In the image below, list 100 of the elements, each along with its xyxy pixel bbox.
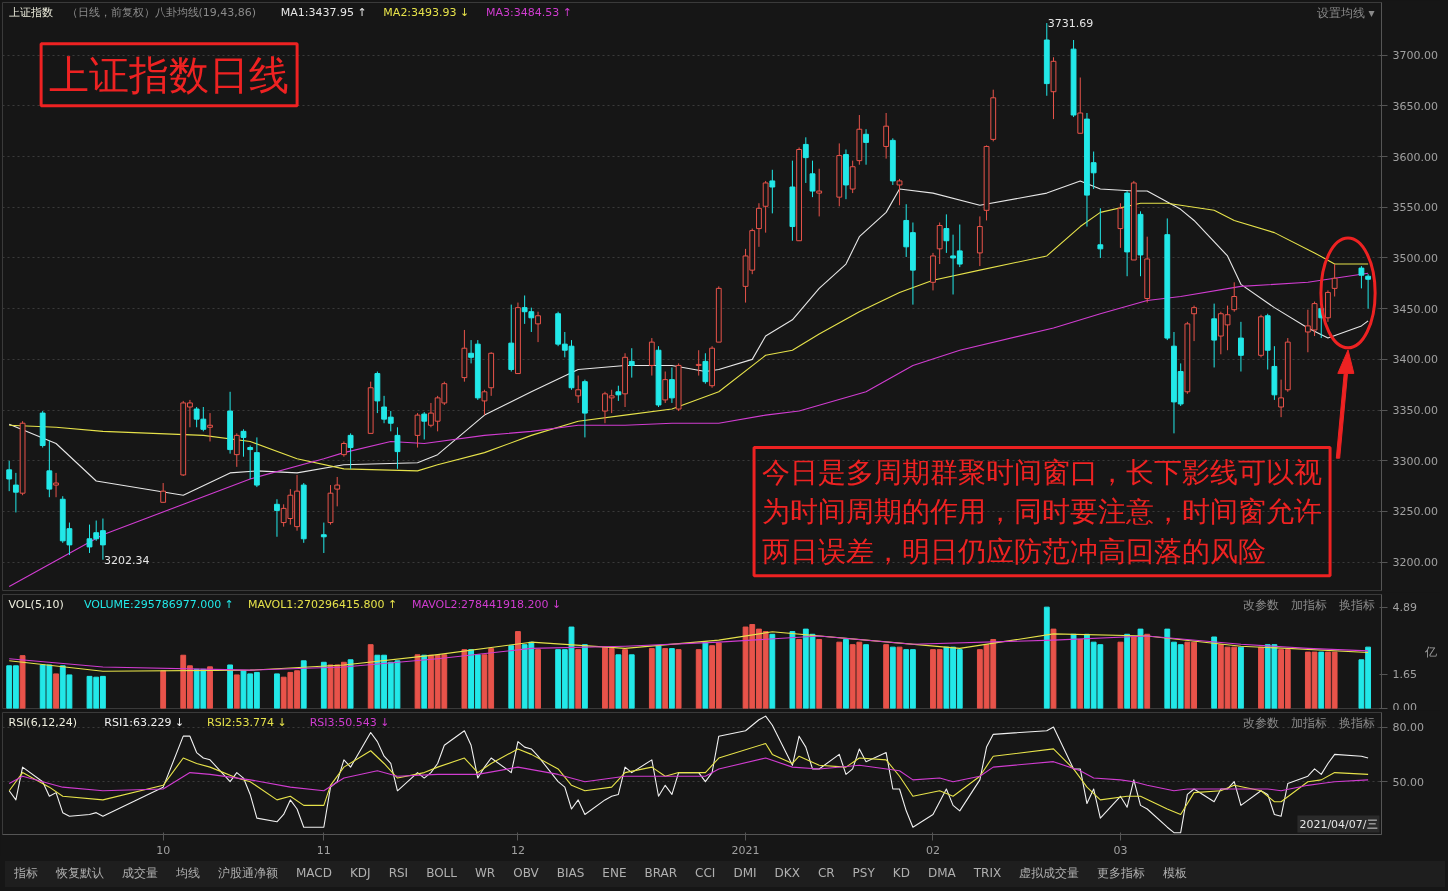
text: RSI3:50.543 ↓ <box>309 715 390 729</box>
candlestick <box>809 160 816 198</box>
bar <box>53 673 59 709</box>
candlestick <box>1238 321 1244 373</box>
text: KD <box>892 866 910 880</box>
candlestick <box>334 476 341 507</box>
y-tick-label: 3600.00 <box>1392 150 1438 164</box>
bar <box>789 631 796 709</box>
text: CR <box>817 866 835 880</box>
candlestick <box>1097 207 1104 259</box>
text: DKX <box>774 866 800 880</box>
candlestick <box>347 432 354 470</box>
chart-title: RSI(6,12,24) <box>8 715 77 729</box>
y-axis-title: 亿 <box>1423 644 1437 659</box>
bar <box>1258 646 1264 709</box>
annotation: 改参数 <box>1242 715 1279 730</box>
annotation: 换指标 <box>1338 715 1375 730</box>
candlestick <box>535 311 541 343</box>
annotation: 2021/04/07/三 <box>1299 817 1378 831</box>
line-series <box>8 757 1369 792</box>
candlestick <box>6 460 13 492</box>
y-tick-label: 50.00 <box>1392 775 1424 789</box>
candlestick <box>1231 281 1238 313</box>
bar <box>414 654 421 709</box>
bar <box>648 648 655 709</box>
text: OBV <box>513 866 539 880</box>
text: 更多指标 <box>1097 866 1146 880</box>
candlestick <box>575 375 582 404</box>
candlestick <box>1117 202 1124 249</box>
annotation: 换指标 <box>1338 597 1375 612</box>
y-tick-label: 3700.00 <box>1392 49 1438 63</box>
candlestick <box>1211 303 1218 368</box>
text: MAVOL2:278441918.200 ↓ <box>411 597 562 611</box>
bar <box>274 673 280 709</box>
bar <box>816 638 823 709</box>
bar <box>1144 633 1151 709</box>
annotation: 设置均线 ▾ <box>1316 5 1375 20</box>
candlestick <box>769 169 776 214</box>
candlestick <box>662 371 669 404</box>
candlestick <box>1278 379 1284 418</box>
bar <box>836 641 843 709</box>
x-tick-label: 2021 <box>731 843 760 857</box>
bar <box>1043 606 1050 709</box>
x-tick-label: 12 <box>510 843 525 857</box>
candlestick <box>883 112 890 160</box>
y-tick-label: 3300.00 <box>1392 454 1438 468</box>
bar <box>1211 636 1218 709</box>
candlestick <box>394 426 401 470</box>
candlestick <box>628 347 635 379</box>
candlestick <box>207 412 213 442</box>
text: CCI <box>695 866 716 880</box>
series-label: RSI1:63.229 ↓ <box>104 715 185 729</box>
candlestick <box>1191 305 1197 342</box>
bar <box>461 649 468 709</box>
bar <box>662 648 669 709</box>
text: 恢复默认 <box>56 866 104 880</box>
bar <box>535 649 541 709</box>
bar <box>1070 633 1077 709</box>
bar <box>207 666 213 709</box>
bar <box>347 659 354 709</box>
bar <box>843 638 849 709</box>
candlestick <box>936 221 943 265</box>
y-tick-label: 3350.00 <box>1392 404 1438 418</box>
bar <box>1050 628 1057 709</box>
bar <box>796 638 803 709</box>
bar <box>581 644 588 709</box>
y-tick-label: 3450.00 <box>1392 302 1438 316</box>
bar <box>1238 646 1244 709</box>
line-series <box>8 742 1369 816</box>
bar <box>421 654 428 709</box>
bar <box>508 645 515 709</box>
bar <box>233 674 240 709</box>
bar <box>300 660 307 709</box>
candlestick <box>802 136 809 184</box>
text: BOLL <box>426 866 457 880</box>
candlestick <box>756 202 762 248</box>
text: MA3:3484.53 ↑ <box>486 5 572 19</box>
text: 成交量 <box>122 866 158 880</box>
annotation: 今日是多周期群聚时间窗口，长下影线可以视为时间周期的作用，同时要注意，时间窗允许两日误差，明日仍应防范冲高回落的风险 <box>762 455 1323 568</box>
y-tick-label: 3400.00 <box>1392 353 1438 367</box>
candlestick <box>160 482 167 503</box>
text: BRAR <box>644 866 678 880</box>
text: 指标 <box>14 866 38 880</box>
candlestick <box>896 178 903 206</box>
text: MAVOL1:270296415.800 ↑ <box>247 597 398 611</box>
bar <box>896 646 903 709</box>
bar <box>769 633 776 709</box>
annotation: 3202.34 <box>103 553 150 567</box>
chart-title: 上证指数 <box>8 5 53 19</box>
y-tick-label: 4.89 <box>1392 601 1417 615</box>
bar <box>1137 628 1144 709</box>
bar <box>160 670 167 709</box>
bar <box>675 649 682 709</box>
text: MA1:3437.95 ↑ <box>280 5 367 19</box>
text: 虚拟成交量 <box>1019 866 1080 880</box>
candlestick <box>12 472 19 513</box>
y-tick-label: 3250.00 <box>1392 505 1438 519</box>
candlestick <box>669 366 675 404</box>
annotation: 上证指数日线 <box>49 51 290 98</box>
x-tick-label: 11 <box>316 843 331 857</box>
